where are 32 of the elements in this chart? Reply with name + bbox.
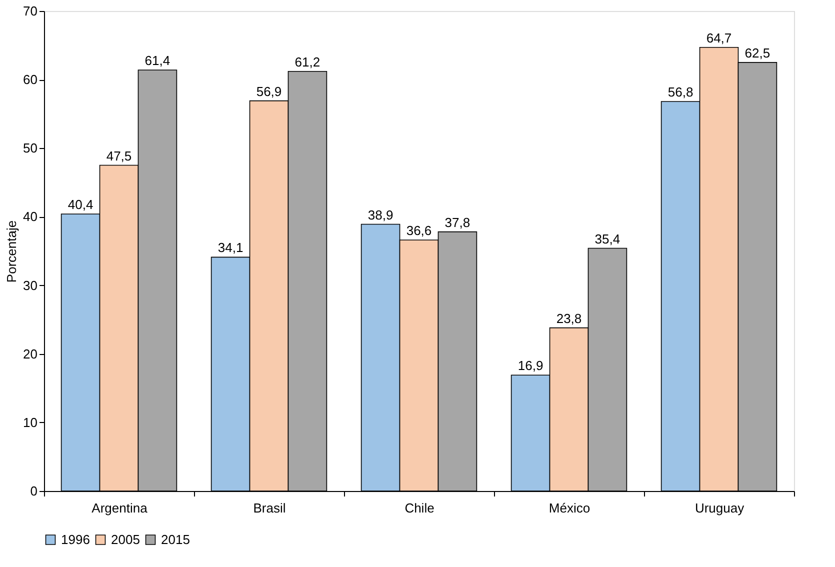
x-tick-label: Brasil	[253, 500, 286, 516]
x-tick-label: Chile	[404, 500, 434, 516]
data-label: 23,8	[556, 310, 582, 326]
y-tick-label: 30	[23, 278, 38, 293]
data-label: 16,9	[518, 358, 544, 374]
data-label: 47,5	[106, 148, 132, 164]
y-axis-title: Porcentaje	[4, 220, 20, 283]
data-label: 38,9	[368, 207, 394, 222]
legend-label: 1996	[61, 532, 90, 547]
data-label: 61,4	[144, 52, 170, 68]
data-label: 37,8	[444, 214, 470, 230]
y-tick-label: 60	[23, 72, 38, 88]
legend-label: 2015	[161, 532, 190, 547]
y-tick-label: 0	[30, 484, 38, 498]
data-label: 61,2	[294, 54, 320, 70]
data-label: 36,6	[406, 223, 432, 238]
x-tick-label: México	[548, 500, 590, 516]
data-label: 34,1	[218, 240, 244, 256]
data-label: 40,4	[68, 196, 94, 212]
data-label: 62,5	[744, 45, 770, 60]
legend-label: 2005	[111, 532, 140, 547]
y-tick-label: 40	[23, 209, 38, 224]
x-tick-label: Uruguay	[694, 500, 745, 516]
x-tick-label: Argentina	[92, 500, 148, 516]
data-label: 64,7	[706, 30, 732, 46]
data-label: 35,4	[594, 231, 620, 246]
y-tick-label: 20	[23, 346, 38, 362]
y-tick-label: 70	[23, 4, 38, 18]
y-tick-label: 50	[23, 140, 38, 156]
data-label: 56,8	[668, 84, 694, 100]
data-label: 56,9	[256, 84, 282, 99]
y-tick-label: 10	[23, 414, 38, 430]
